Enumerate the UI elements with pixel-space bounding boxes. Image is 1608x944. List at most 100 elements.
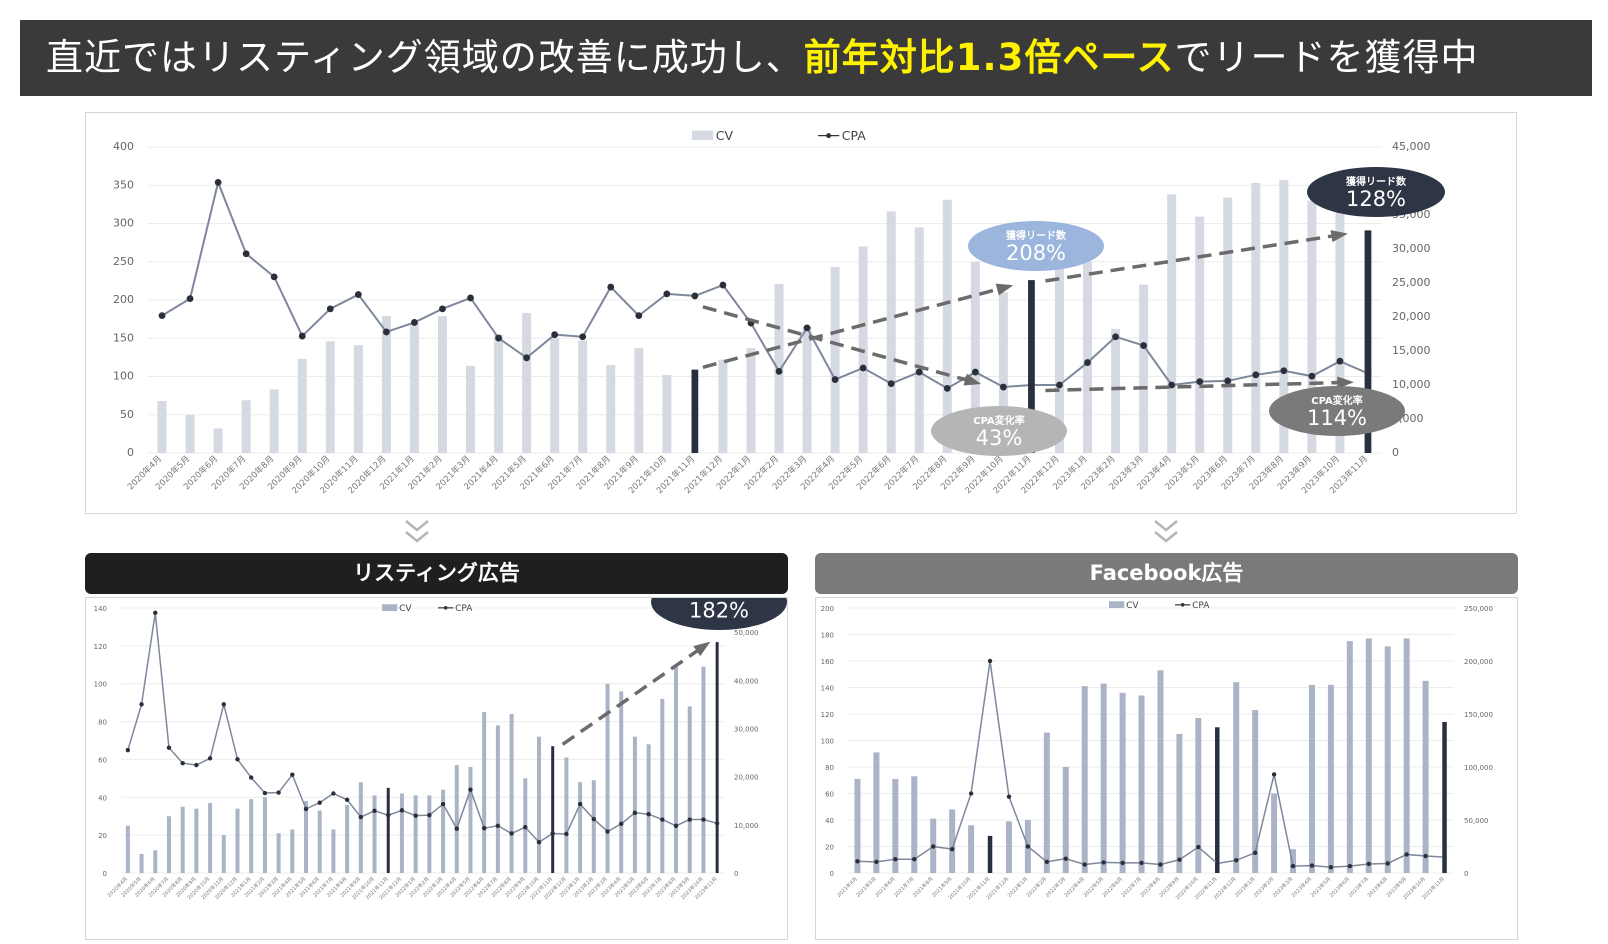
- cv-bar: [701, 666, 706, 873]
- cv-bar: [290, 829, 295, 873]
- cpa-point: [887, 380, 895, 388]
- y-right-tick-label: 30,000: [734, 725, 759, 733]
- cpa-point: [326, 305, 334, 313]
- headline-prefix: 直近ではリスティング領域の改善に成功し、: [46, 36, 804, 79]
- cv-bar: [372, 795, 377, 873]
- cpa-point: [399, 808, 405, 813]
- facebook-chart-panel: 0 20 40 60 80 100 120 140 160 180 200 0 50,000 100,00…: [815, 597, 1518, 940]
- cpa-point: [1196, 378, 1204, 385]
- y-left-tick-label: 0: [103, 870, 107, 878]
- cpa-point: [344, 797, 350, 802]
- cv-bar: [1251, 182, 1261, 453]
- y-left-tick-label: 200: [113, 293, 134, 306]
- y-left-tick-label: 120: [94, 643, 107, 651]
- cv-bar: [660, 698, 665, 873]
- cpa-point: [413, 813, 418, 818]
- main-chart-panel: 0 50 100 150 200 250 300 350 400 0 5,000 10,000 15,0…: [85, 112, 1517, 514]
- cv-bar: [241, 400, 251, 453]
- cv-bar: [949, 809, 956, 873]
- cpa-point: [242, 250, 250, 258]
- cv-bar: [619, 691, 624, 873]
- cpa-point: [550, 831, 555, 836]
- y-left-tick-label: 50: [120, 408, 134, 421]
- cv-bar: [331, 829, 336, 873]
- cv-bar: [495, 725, 500, 873]
- cv-bar: [441, 789, 446, 873]
- cpa-point: [303, 806, 309, 812]
- cpa-point: [968, 791, 974, 796]
- cv-bar: [1195, 216, 1205, 453]
- y-right-tick-label: 15,000: [1392, 344, 1431, 357]
- cpa-point: [1404, 852, 1409, 857]
- cpa-point: [874, 859, 879, 865]
- cv-bar: [1233, 682, 1240, 873]
- cv-bar: [1252, 710, 1259, 873]
- cpa-point: [481, 825, 487, 831]
- cv-bar: [276, 833, 281, 873]
- cv-bar: [386, 787, 390, 873]
- cv-bar: [1307, 200, 1317, 453]
- cpa-point: [831, 376, 839, 383]
- cv-bar: [1422, 680, 1429, 873]
- cpa-point: [719, 281, 727, 289]
- cv-bar: [746, 348, 756, 453]
- cpa-line: [127, 612, 718, 844]
- cv-bar: [482, 712, 487, 873]
- cv-bar: [262, 797, 267, 873]
- cv-bar: [802, 326, 812, 453]
- cpa-point: [1120, 860, 1125, 866]
- cpa-point: [971, 368, 979, 376]
- y-left-tick-label: 140: [94, 605, 107, 613]
- cpa-point: [354, 291, 362, 298]
- arrow-up-2023-head: [1330, 230, 1348, 243]
- cpa-point: [1196, 844, 1201, 850]
- cpa-point: [987, 658, 993, 664]
- cpa-point: [180, 760, 185, 766]
- cpa-point: [1158, 862, 1163, 867]
- cv-bar: [892, 778, 899, 873]
- cv-bar: [157, 400, 167, 453]
- legend-cpa-dot: [1180, 603, 1185, 607]
- cpa-point: [1252, 850, 1258, 856]
- callout-leads-128-title: 獲得リード数: [1346, 175, 1407, 188]
- cv-bar: [886, 211, 896, 453]
- y-left-tick-label: 40: [825, 817, 834, 825]
- cpa-point: [1177, 857, 1182, 862]
- y-right-tick-label: 40,000: [734, 677, 759, 685]
- cpa-point: [298, 332, 306, 340]
- cv-bar: [125, 825, 130, 873]
- cpa-point: [317, 800, 322, 805]
- cpa-point: [427, 812, 432, 818]
- cpa-point: [855, 859, 860, 864]
- cpa-point: [1366, 861, 1371, 867]
- cv-bar: [269, 389, 279, 453]
- cpa-point: [591, 816, 597, 822]
- y-right-tick-label: 10,000: [1392, 378, 1431, 391]
- cv-bar: [1176, 733, 1183, 873]
- cv-bar: [1365, 638, 1372, 873]
- y-right-tick-label: 10,000: [734, 822, 759, 830]
- cpa-point: [646, 812, 651, 817]
- cpa-point: [673, 823, 679, 828]
- y-right-tick-label: 0: [1464, 870, 1468, 878]
- cpa-point: [635, 312, 643, 320]
- arrow-down-cpa: [702, 305, 978, 385]
- cpa-point: [859, 364, 867, 372]
- cpa-point: [214, 178, 222, 186]
- y-right-tick-label: 200,000: [1464, 658, 1493, 666]
- cpa-point: [999, 383, 1007, 391]
- cpa-point: [166, 745, 172, 750]
- legend-cv-label: CV: [716, 128, 734, 143]
- y-right-tick-label: 20,000: [1392, 310, 1431, 323]
- cpa-point: [468, 787, 473, 792]
- cv-bar: [353, 345, 363, 453]
- cpa-point: [440, 801, 446, 807]
- cv-bar: [213, 428, 223, 453]
- cv-bar: [1100, 683, 1107, 873]
- cpa-point: [125, 747, 131, 753]
- cpa-point: [1328, 864, 1334, 870]
- cpa-point: [949, 846, 955, 852]
- cv-bar: [297, 358, 307, 453]
- arrow-up-listing: [561, 642, 709, 746]
- cv-bar: [942, 199, 952, 453]
